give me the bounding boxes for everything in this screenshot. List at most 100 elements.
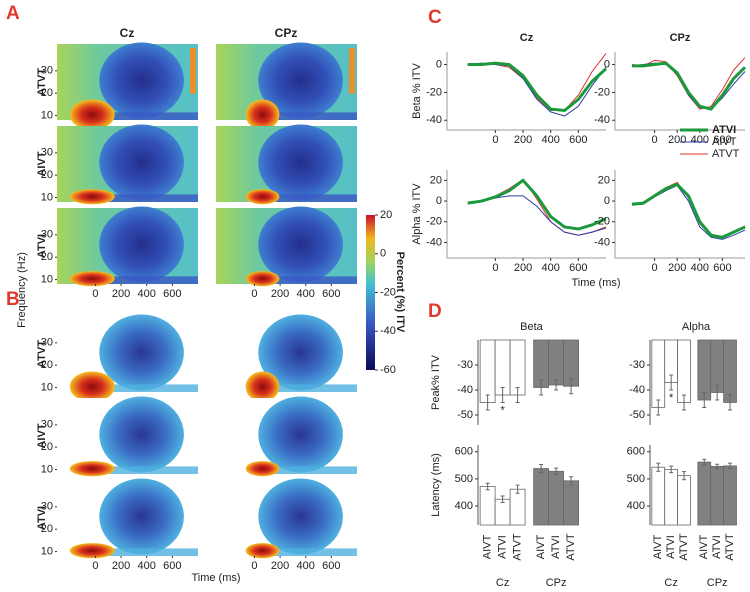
y-tick-label: 10 <box>41 191 53 203</box>
heatmap-band <box>251 194 357 202</box>
category-label: AIVT <box>698 534 710 559</box>
heatmap-blob <box>99 124 184 201</box>
heatmap-blob <box>245 461 280 477</box>
x-axis-label: Time (ms) <box>571 277 620 289</box>
annotation: * <box>500 404 505 416</box>
panel-label: D <box>428 301 442 322</box>
colorbar-tick-label: -20 <box>380 286 396 298</box>
x-tick-label: 600 <box>569 262 587 274</box>
category-label: ATVT <box>678 533 690 561</box>
heatmap-blob <box>69 543 115 559</box>
line-series <box>631 184 746 240</box>
y-tick-label: 10 <box>41 463 53 475</box>
y-tick-label: 20 <box>41 359 53 371</box>
bar <box>697 461 712 526</box>
line-series <box>631 182 746 239</box>
x-tick-label: 400 <box>138 288 156 300</box>
x-tick-label: 0 <box>492 134 498 146</box>
group-label: CPz <box>546 577 567 589</box>
category-label: ATVT <box>511 533 523 561</box>
y-tick-label: 10 <box>41 273 53 285</box>
line-series <box>467 61 608 113</box>
heatmap-blob <box>258 206 343 283</box>
y-tick-label: 30 <box>41 501 53 513</box>
bar <box>509 339 526 396</box>
row-label: AIVT <box>36 151 48 176</box>
line-series <box>631 61 747 111</box>
colorbar-tick-label: -40 <box>380 325 396 337</box>
heatmap-blob <box>99 206 184 283</box>
x-tick-label: 400 <box>297 560 315 572</box>
x-tick-label: 400 <box>297 288 315 300</box>
heatmap-blob <box>69 189 115 205</box>
group-label: CPz <box>707 577 728 589</box>
bar <box>651 466 666 526</box>
x-tick-label: 400 <box>691 262 709 274</box>
bar <box>697 339 712 401</box>
bar <box>494 498 511 526</box>
panel-label: A <box>6 3 20 24</box>
bar <box>710 466 724 526</box>
x-tick-label: 600 <box>322 560 340 572</box>
y-tick-label: -50 <box>457 409 473 421</box>
y-tick-label: 20 <box>41 523 53 535</box>
bar <box>677 475 691 526</box>
legend-label: AIVT <box>712 136 737 148</box>
heatmap-band <box>92 112 198 120</box>
y-tick-label: 30 <box>41 65 53 77</box>
heatmap-blob <box>69 461 115 477</box>
annotation: * <box>669 392 674 404</box>
y-tick-label: -40 <box>426 114 442 126</box>
x-tick-label: 400 <box>542 262 560 274</box>
category-label: AIVT <box>535 534 547 559</box>
colorbar <box>366 215 375 370</box>
y-tick-label: 10 <box>41 381 53 393</box>
y-tick-label: -40 <box>629 384 645 396</box>
x-tick-label: 600 <box>322 288 340 300</box>
y-tick-label: 500 <box>627 473 645 485</box>
y-tick-label: -30 <box>457 359 473 371</box>
row-label: ATVT <box>36 68 48 96</box>
x-tick-label: 200 <box>271 288 289 300</box>
heatmap-blob <box>99 478 184 555</box>
y-tick-label: 500 <box>455 473 473 485</box>
x-tick-label: 0 <box>92 288 98 300</box>
heatmap-blob <box>258 396 343 473</box>
bar <box>548 470 564 526</box>
x-tick-label: 600 <box>163 288 181 300</box>
y-tick-label: -40 <box>594 114 610 126</box>
x-tick-label: 200 <box>668 134 686 146</box>
legend-label: ATVI <box>712 124 736 136</box>
row-label: ATVI <box>36 234 48 258</box>
group-label: Cz <box>496 577 509 589</box>
y-tick-label: 20 <box>41 169 53 181</box>
y-tick-label: 20 <box>430 174 442 186</box>
line-series <box>467 178 607 231</box>
y-axis-label: Peak% ITV <box>430 354 442 410</box>
y-tick-label: 0 <box>604 58 610 70</box>
bar <box>723 339 737 403</box>
x-tick-label: 200 <box>668 262 686 274</box>
y-tick-label: 600 <box>455 446 473 458</box>
heatmap-blob <box>245 371 280 402</box>
y-axis-label: Alpha % ITV <box>411 183 423 245</box>
y-tick-label: -20 <box>594 86 610 98</box>
column-title: Cz <box>120 26 135 40</box>
heatmap-blob <box>69 99 115 130</box>
y-tick-label: -30 <box>629 359 645 371</box>
y-tick-label: 400 <box>455 500 473 512</box>
y-axis-label: Latency (ms) <box>430 453 442 517</box>
row-label: ATVT <box>36 340 48 368</box>
y-tick-label: 400 <box>627 500 645 512</box>
y-tick-label: -20 <box>426 86 442 98</box>
x-tick-label: 400 <box>138 560 156 572</box>
x-tick-label: 0 <box>492 262 498 274</box>
heatmap-band <box>251 384 357 392</box>
heatmap-blob <box>258 124 343 201</box>
bar <box>509 488 526 526</box>
chart-title: Alpha <box>682 321 711 333</box>
y-tick-label: 600 <box>627 446 645 458</box>
heatmap-band <box>251 466 357 474</box>
y-tick-label: 20 <box>598 174 610 186</box>
x-tick-label: 200 <box>112 288 130 300</box>
